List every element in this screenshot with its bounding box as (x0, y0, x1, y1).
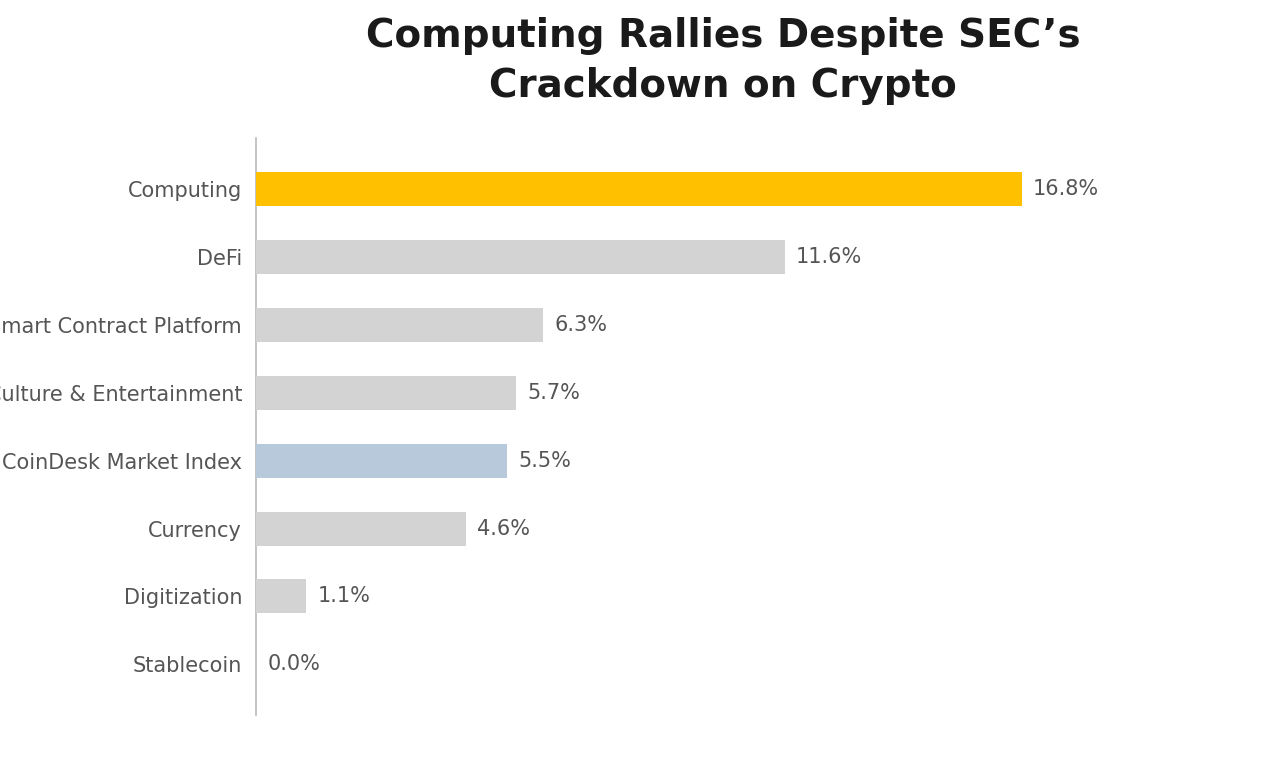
Text: 5.5%: 5.5% (518, 451, 571, 471)
Bar (256, 240, 785, 274)
Bar (256, 444, 507, 478)
Text: 1.1%: 1.1% (317, 587, 370, 607)
Text: 4.6%: 4.6% (477, 518, 530, 538)
Bar (256, 376, 516, 410)
Text: 6.3%: 6.3% (554, 315, 608, 335)
Bar (256, 172, 1021, 206)
Bar (256, 580, 306, 614)
Text: 11.6%: 11.6% (796, 247, 863, 267)
Bar (256, 511, 466, 545)
Title: Computing Rallies Despite SEC’s
Crackdown on Crypto: Computing Rallies Despite SEC’s Crackdow… (366, 17, 1080, 105)
Text: 0.0%: 0.0% (268, 654, 320, 674)
Text: 5.7%: 5.7% (527, 383, 580, 403)
Text: 16.8%: 16.8% (1033, 179, 1100, 199)
Bar (256, 308, 543, 342)
